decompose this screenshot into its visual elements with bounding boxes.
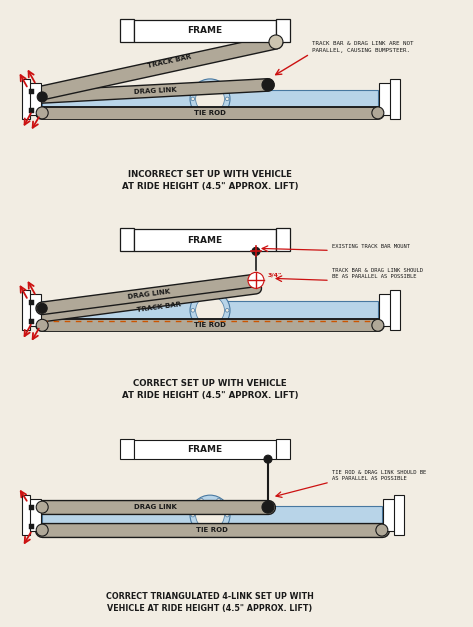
Circle shape (262, 79, 274, 91)
Circle shape (36, 107, 48, 119)
Bar (276, 228, 290, 251)
Circle shape (200, 112, 203, 115)
Bar (22, 495, 30, 535)
Text: TIE ROD & DRAG LINK SHOULD BE
AS PARALLEL AS POSSIBLE: TIE ROD & DRAG LINK SHOULD BE AS PARALLE… (332, 470, 426, 481)
Text: FRAME: FRAME (187, 445, 223, 454)
Bar (379, 294, 392, 326)
Circle shape (217, 293, 220, 297)
Circle shape (226, 97, 229, 101)
Circle shape (191, 97, 195, 101)
Circle shape (248, 272, 264, 288)
Circle shape (226, 514, 229, 517)
Circle shape (252, 248, 260, 255)
Bar (42, 506, 382, 524)
Circle shape (264, 455, 272, 463)
Circle shape (191, 514, 195, 517)
Circle shape (190, 79, 230, 119)
Bar (134, 440, 276, 459)
Circle shape (372, 107, 384, 119)
Bar (120, 228, 134, 251)
Bar (390, 290, 400, 330)
Text: TRACK BAR: TRACK BAR (137, 302, 182, 314)
Text: TRACK BAR & DRAG LINK SHOULD
BE AS PARALLEL AS POSSIBLE: TRACK BAR & DRAG LINK SHOULD BE AS PARAL… (332, 268, 423, 280)
Text: TIE ROD: TIE ROD (194, 110, 226, 116)
Circle shape (36, 524, 48, 536)
Text: TIE ROD: TIE ROD (194, 322, 226, 329)
Bar (28, 83, 41, 115)
Bar (42, 90, 378, 108)
Bar (120, 19, 134, 42)
Bar (390, 79, 400, 119)
Circle shape (217, 324, 220, 327)
Text: 3/4": 3/4" (268, 273, 282, 278)
Circle shape (262, 501, 274, 513)
Bar (276, 439, 290, 459)
Circle shape (200, 498, 203, 502)
Bar (28, 499, 41, 531)
Text: DRAG LINK: DRAG LINK (133, 87, 176, 95)
Bar (29, 319, 34, 324)
Bar (42, 302, 378, 319)
Text: CORRECT TRIANGULATED 4-LINK SET UP WITH
VEHICLE AT RIDE HEIGHT (4.5" APPROX. LIF: CORRECT TRIANGULATED 4-LINK SET UP WITH … (106, 593, 314, 613)
Circle shape (265, 503, 271, 509)
Circle shape (196, 85, 224, 113)
Circle shape (217, 528, 220, 532)
Bar (29, 524, 34, 529)
Text: DRAG LINK: DRAG LINK (134, 504, 176, 510)
Bar (28, 294, 41, 326)
Text: EXISTING TRACK BAR MOUNT: EXISTING TRACK BAR MOUNT (332, 245, 410, 250)
Circle shape (269, 35, 283, 49)
Circle shape (200, 528, 203, 532)
Bar (134, 20, 276, 42)
Circle shape (190, 495, 230, 535)
Circle shape (37, 303, 47, 314)
Circle shape (190, 290, 230, 330)
Text: FRAME: FRAME (187, 26, 223, 36)
Circle shape (196, 296, 224, 325)
Bar (29, 505, 34, 510)
Circle shape (217, 82, 220, 86)
Bar (120, 439, 134, 459)
Circle shape (200, 293, 203, 297)
Bar (276, 19, 290, 42)
Bar (22, 79, 30, 119)
Bar (134, 229, 276, 251)
Bar (394, 495, 404, 535)
Text: DRAG LINK: DRAG LINK (127, 288, 171, 300)
Circle shape (376, 524, 388, 536)
Circle shape (196, 501, 224, 529)
Text: INCORRECT SET UP WITH VEHICLE
AT RIDE HEIGHT (4.5" APPROX. LIFT): INCORRECT SET UP WITH VEHICLE AT RIDE HE… (122, 170, 298, 191)
Circle shape (217, 498, 220, 502)
Text: TIE ROD: TIE ROD (196, 527, 228, 533)
Text: CORRECT SET UP WITH VEHICLE
AT RIDE HEIGHT (4.5" APPROX. LIFT): CORRECT SET UP WITH VEHICLE AT RIDE HEIG… (122, 379, 298, 400)
Text: FRAME: FRAME (187, 236, 223, 245)
Circle shape (372, 319, 384, 331)
Bar (379, 83, 392, 115)
Bar (29, 89, 34, 94)
Circle shape (36, 501, 48, 513)
Bar (383, 499, 396, 531)
Bar (22, 290, 30, 330)
Circle shape (200, 324, 203, 327)
Text: TRACK BAR & DRAG LINK ARE NOT
PARALLEL, CAUSING BUMPSTEER.: TRACK BAR & DRAG LINK ARE NOT PARALLEL, … (312, 41, 413, 53)
Circle shape (217, 112, 220, 115)
Circle shape (226, 308, 229, 312)
Circle shape (36, 319, 48, 331)
Circle shape (200, 82, 203, 86)
Circle shape (191, 308, 195, 312)
Bar (29, 108, 34, 113)
Circle shape (37, 92, 47, 102)
Text: TRACK BAR: TRACK BAR (147, 54, 192, 69)
Bar (29, 300, 34, 305)
